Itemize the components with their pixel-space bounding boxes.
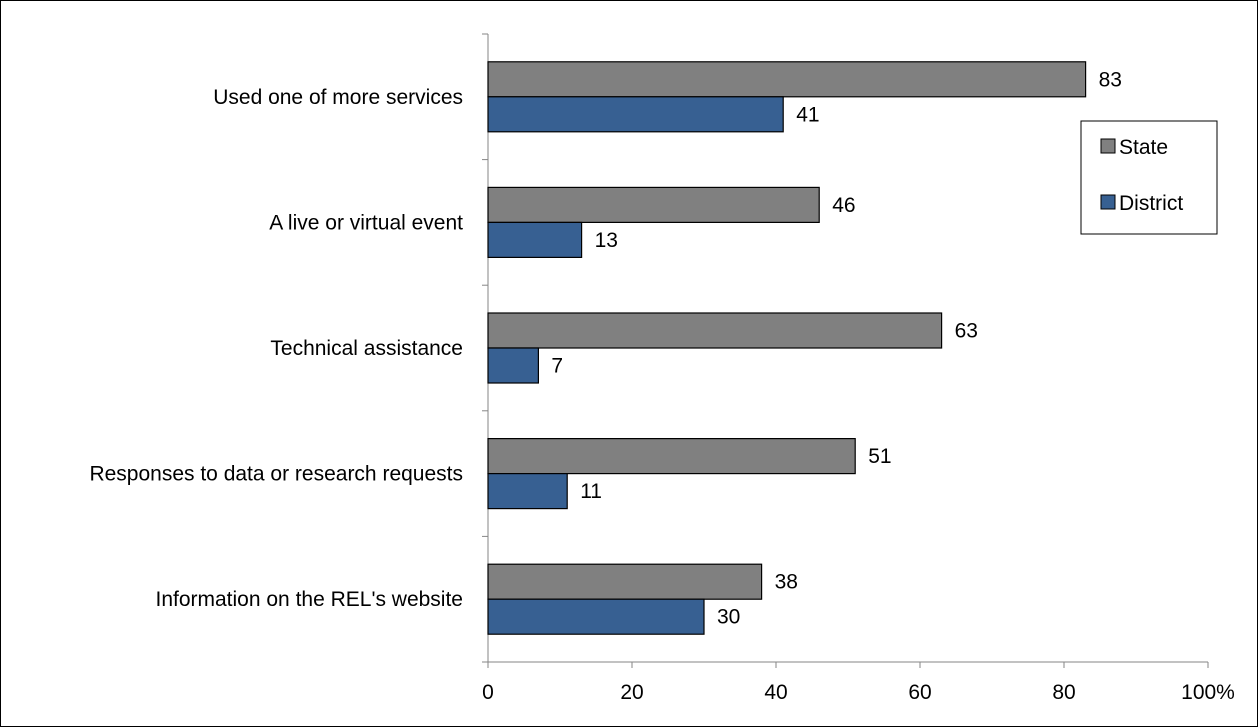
chart-axes: 0 20 40 60 80 100% [482,33,1235,704]
data-label-district: 41 [796,103,819,126]
category-label: Responses to data or research requests [89,463,463,486]
legend-swatch-state [1100,138,1116,154]
x-tick-label: 20 [620,681,643,704]
chart-bars [487,61,1087,635]
legend-label-district: District [1119,192,1183,215]
bar-state [487,563,763,600]
bar-state [487,312,943,349]
bar-district [487,347,540,384]
bar-district [487,96,784,133]
legend-label-state: State [1119,136,1168,159]
data-label-state: 83 [1099,68,1122,91]
data-label-district: 13 [595,229,618,252]
x-tick-label: 80 [1052,681,1075,704]
data-label-state: 46 [832,194,855,217]
data-label-district: 7 [551,355,563,378]
x-tick-label: 40 [764,681,787,704]
x-tick-label: 0 [482,681,494,704]
x-tick-label: 60 [908,681,931,704]
data-label-state: 38 [775,571,798,594]
data-label-state: 51 [868,445,891,468]
bar-district [487,473,568,510]
bar-district [487,598,705,635]
bar-state [487,186,820,223]
x-tick-label: 100% [1181,681,1235,704]
chart-labels: Used one of more services 83 41 A live or v… [89,68,1122,628]
category-label: Information on the REL's website [155,588,463,611]
legend-swatch-district [1100,194,1116,210]
data-label-state: 63 [955,320,978,343]
category-label: Technical assistance [270,337,463,360]
bar-state [487,438,856,475]
legend: State District [1080,120,1218,235]
category-label: Used one of more services [213,86,463,109]
data-label-district: 11 [580,480,602,503]
bar-district [487,221,583,258]
bar-state [487,61,1087,98]
category-label: A live or virtual event [269,211,463,234]
data-label-district: 30 [717,606,740,629]
